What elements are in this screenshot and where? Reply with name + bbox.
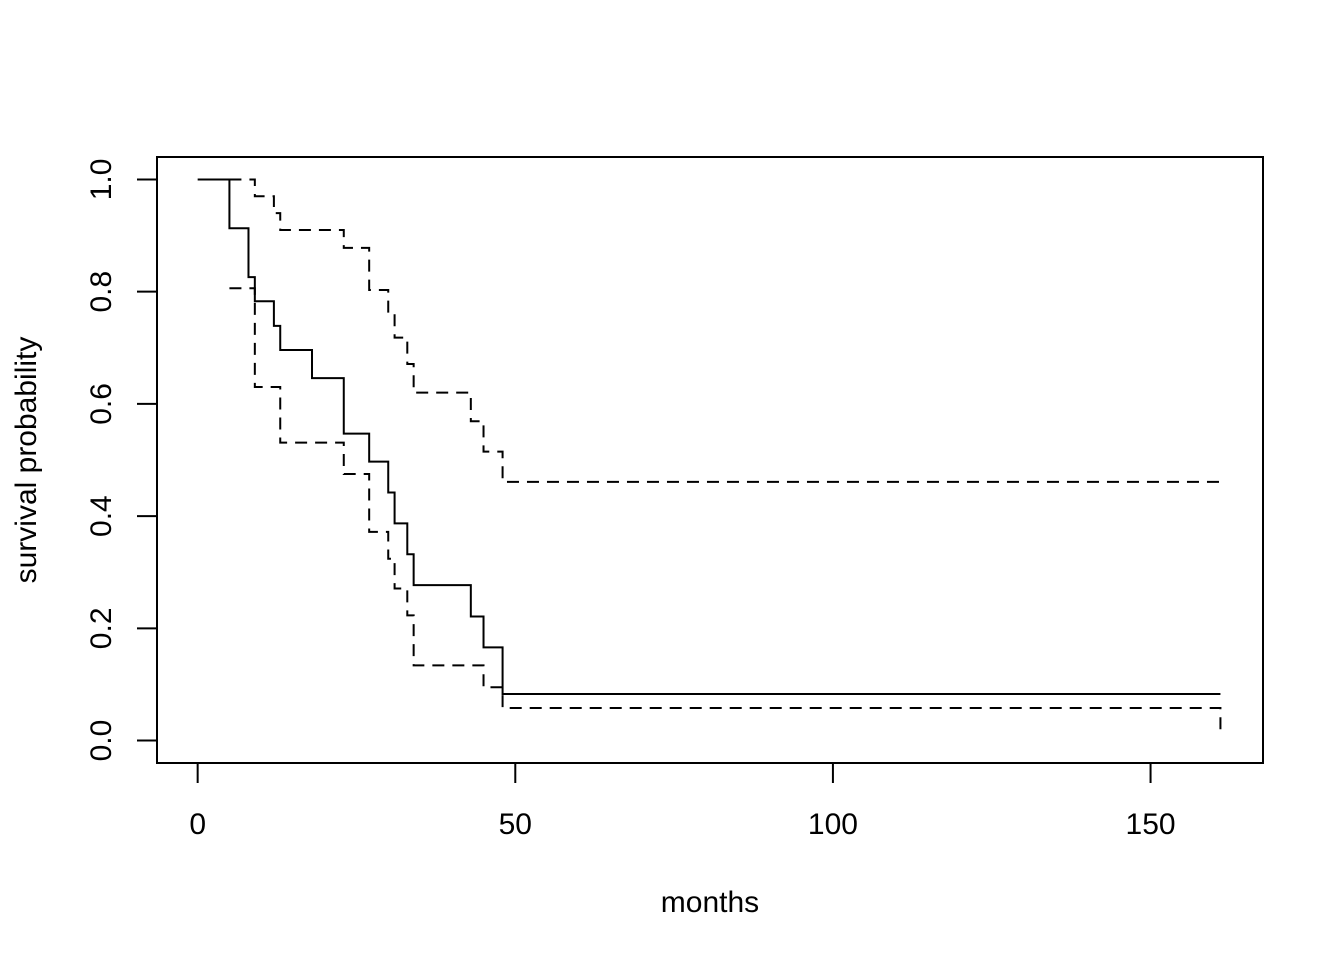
- series-upper-line: [229, 178, 1221, 483]
- x-axis-label: months: [661, 886, 759, 919]
- y-tick-label: 0.0: [85, 720, 118, 762]
- y-tick-label: 0.4: [85, 495, 118, 537]
- y-tick-label: 0.8: [85, 271, 118, 313]
- y-axis-label: survival probability: [10, 337, 43, 584]
- y-axis: 0.0 0.2 0.4 0.6 0.8 1.0: [85, 159, 158, 762]
- series-layer: [197, 178, 1222, 733]
- y-tick-label: 0.2: [85, 607, 118, 649]
- x-tick-label: 100: [808, 808, 858, 841]
- y-tick-label: 0.6: [85, 383, 118, 425]
- x-axis: 0 50 100 150: [189, 762, 1176, 841]
- series-lower-line: [229, 287, 1222, 733]
- y-tick-label: 1.0: [85, 159, 118, 201]
- x-tick-label: 150: [1126, 808, 1176, 841]
- plot-box: [156, 156, 1264, 764]
- x-tick-label: 50: [499, 808, 532, 841]
- series-estimate-line: [197, 178, 1221, 695]
- x-tick-label: 0: [189, 808, 206, 841]
